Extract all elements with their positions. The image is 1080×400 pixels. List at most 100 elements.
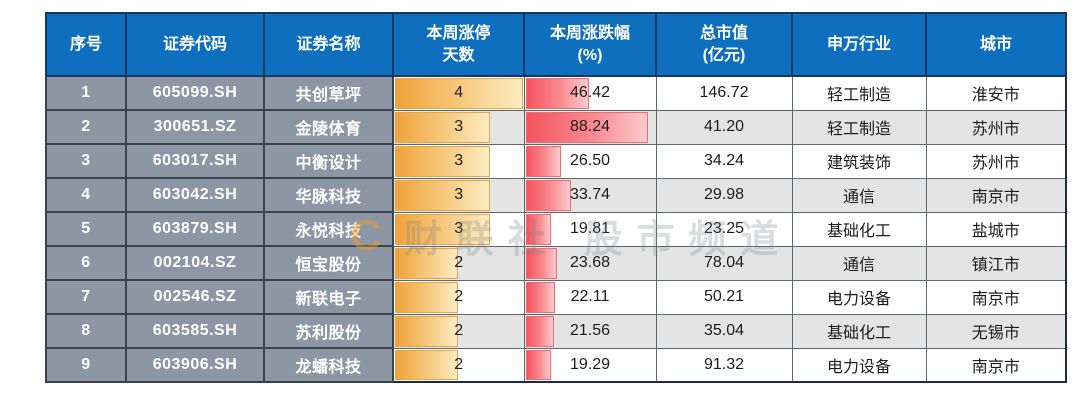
cell-code: 603906.SH: [125, 347, 265, 383]
cell-value: 2: [454, 322, 464, 339]
table-row: 2 300651.SZ 金陵体育 3 88.24 41.20 轻工制造 苏州市: [45, 109, 1067, 145]
column-header-limit_days: 本周涨停 天数: [392, 12, 525, 77]
cell-market_cap: 78.04: [655, 245, 793, 281]
cell-pct_change: 26.50: [523, 143, 657, 179]
cell-industry: 轻工制造: [791, 109, 927, 145]
cell-pct_change: 19.29: [523, 347, 657, 383]
table-body: 1 605099.SH 共创草坪 4 46.42 146.72 轻工制造 淮安市 2 300651…: [45, 75, 1067, 383]
cell-index: 8: [45, 313, 127, 349]
cell-industry: 建筑装饰: [791, 143, 927, 179]
cell-market_cap: 41.20: [655, 109, 793, 145]
pct-change-data-bar: [525, 315, 554, 347]
cell-name: 恒宝股份: [263, 245, 394, 281]
pct-change-data-bar: [525, 247, 557, 279]
cell-value: 3: [454, 220, 464, 237]
pct-change-data-bar: [525, 78, 589, 109]
limit-days-data-bar: [395, 213, 491, 245]
cell-value: 4: [454, 84, 464, 102]
cell-index: 9: [45, 347, 127, 383]
cell-market_cap: 91.32: [655, 347, 793, 383]
cell-code: 603017.SH: [125, 143, 265, 179]
table-row: 4 603042.SH 华脉科技 3 33.74 29.98 通信 南京市: [45, 177, 1067, 213]
cell-city: 南京市: [925, 347, 1067, 383]
cell-name: 华脉科技: [263, 177, 394, 213]
cell-market_cap: 35.04: [655, 313, 793, 349]
cell-value: 3: [454, 186, 464, 203]
cell-value: 3: [454, 118, 464, 135]
limit-days-data-bar: [395, 281, 458, 313]
limit-days-data-bar: [395, 78, 523, 109]
cell-pct_change: 33.74: [523, 177, 657, 213]
table-row: 1 605099.SH 共创草坪 4 46.42 146.72 轻工制造 淮安市: [45, 75, 1067, 111]
limit-days-data-bar: [395, 349, 458, 380]
cell-value: 88.24: [569, 118, 611, 135]
limit-days-data-bar: [395, 111, 491, 143]
cell-value: 21.56: [569, 322, 611, 339]
cell-limit_days: 3: [392, 109, 525, 145]
limit-days-data-bar: [395, 247, 458, 279]
cell-value: 33.74: [569, 186, 611, 203]
cell-industry: 基础化工: [791, 313, 927, 349]
cell-industry: 通信: [791, 177, 927, 213]
cell-limit_days: 3: [392, 177, 525, 213]
cell-code: 002546.SZ: [125, 279, 265, 315]
cell-city: 盐城市: [925, 211, 1067, 247]
cell-city: 淮安市: [925, 75, 1067, 111]
cell-limit_days: 2: [392, 279, 525, 315]
cell-limit_days: 3: [392, 211, 525, 247]
table-row: 9 603906.SH 龙蟠科技 2 19.29 91.32 电力设备 南京市: [45, 347, 1067, 383]
cell-market_cap: 23.25: [655, 211, 793, 247]
limit-days-data-bar: [395, 315, 458, 347]
cell-name: 永悦科技: [263, 211, 394, 247]
column-header-industry: 申万行业: [791, 12, 927, 77]
cell-pct_change: 21.56: [523, 313, 657, 349]
cell-limit_days: 2: [392, 245, 525, 281]
cell-code: 603042.SH: [125, 177, 265, 213]
cell-code: 603879.SH: [125, 211, 265, 247]
cell-city: 镇江市: [925, 245, 1067, 281]
pct-change-data-bar: [525, 145, 561, 177]
cell-city: 南京市: [925, 177, 1067, 213]
cell-name: 共创草坪: [263, 75, 394, 111]
column-header-market_cap: 总市值 (亿元): [655, 12, 793, 77]
pct-change-data-bar: [525, 111, 648, 143]
cell-limit_days: 3: [392, 143, 525, 179]
table-row: 3 603017.SH 中衡设计 3 26.50 34.24 建筑装饰 苏州市: [45, 143, 1067, 179]
cell-name: 新联电子: [263, 279, 394, 315]
cell-index: 3: [45, 143, 127, 179]
cell-value: 3: [454, 152, 464, 169]
cell-name: 苏利股份: [263, 313, 394, 349]
cell-industry: 电力设备: [791, 279, 927, 315]
cell-index: 5: [45, 211, 127, 247]
cell-name: 金陵体育: [263, 109, 394, 145]
pct-change-data-bar: [525, 349, 551, 380]
table-row: 7 002546.SZ 新联电子 2 22.11 50.21 电力设备 南京市: [45, 279, 1067, 315]
cell-code: 605099.SH: [125, 75, 265, 111]
cell-index: 7: [45, 279, 127, 315]
cell-pct_change: 22.11: [523, 279, 657, 315]
cell-city: 苏州市: [925, 143, 1067, 179]
limit-days-data-bar: [395, 179, 491, 211]
cell-value: 2: [454, 355, 464, 373]
cell-pct_change: 88.24: [523, 109, 657, 145]
cell-limit_days: 2: [392, 313, 525, 349]
limit-days-data-bar: [395, 145, 491, 177]
cell-value: 19.29: [569, 355, 611, 373]
cell-index: 2: [45, 109, 127, 145]
cell-value: 2: [454, 288, 464, 305]
cell-code: 002104.SZ: [125, 245, 265, 281]
cell-value: 22.11: [570, 288, 610, 305]
cell-name: 中衡设计: [263, 143, 394, 179]
cell-city: 无锡市: [925, 313, 1067, 349]
cell-code: 603585.SH: [125, 313, 265, 349]
cell-market_cap: 146.72: [655, 75, 793, 111]
table-header: 序号 证券代码 证券名称 本周涨停 天数 本周涨跌幅 (%) 总市值 (亿元) 申万行业 城市: [45, 12, 1067, 77]
cell-code: 300651.SZ: [125, 109, 265, 145]
cell-value: 2: [454, 254, 464, 271]
column-header-name: 证券名称: [263, 12, 394, 77]
cell-market_cap: 29.98: [655, 177, 793, 213]
cell-pct_change: 23.68: [523, 245, 657, 281]
stock-table-wrap: 序号 证券代码 证券名称 本周涨停 天数 本周涨跌幅 (%) 总市值 (亿元) 申万行业 城市…: [45, 12, 1067, 383]
table-row: 8 603585.SH 苏利股份 2 21.56 35.04 基础化工 无锡市: [45, 313, 1067, 349]
